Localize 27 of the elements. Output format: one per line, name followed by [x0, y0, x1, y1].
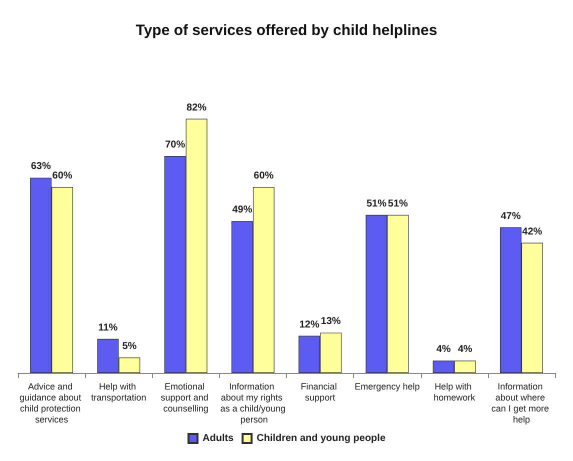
data-label: 42% — [522, 226, 542, 238]
data-label: 4% — [458, 344, 472, 356]
x-tick-label: Financial support — [300, 382, 340, 402]
data-label: 82% — [186, 102, 207, 114]
data-label: 70% — [165, 140, 186, 150]
data-label: 47% — [500, 210, 521, 222]
legend-label: Adults — [202, 433, 234, 444]
x-tick-label: Help with homework — [434, 382, 476, 402]
x-tick-label: Help with transportation — [91, 382, 146, 402]
chart-title: Type of services offered by child helplines — [136, 22, 438, 39]
data-label: 12% — [299, 319, 320, 330]
data-label: 4% — [436, 344, 451, 356]
data-label: 5% — [122, 341, 137, 352]
legend-label: Children and young people — [256, 433, 386, 444]
data-label: 63% — [30, 161, 51, 172]
data-label: 51% — [388, 198, 408, 210]
x-tick-label: Emotional support and counselling — [160, 382, 211, 414]
data-label: 11% — [98, 322, 118, 334]
data-label: 13% — [320, 316, 341, 328]
data-label: 51% — [366, 198, 387, 210]
x-tick-label: Advice and guidance about child protection services — [20, 382, 84, 424]
x-tick-label: Emergency help — [354, 382, 420, 392]
data-label: 49% — [232, 204, 252, 216]
x-tick-label: Information about where can I get more help — [491, 382, 552, 424]
x-tick-label: Information about my rights as a child/young person — [220, 382, 286, 424]
data-label: 60% — [254, 170, 274, 182]
data-label: 60% — [52, 170, 72, 182]
